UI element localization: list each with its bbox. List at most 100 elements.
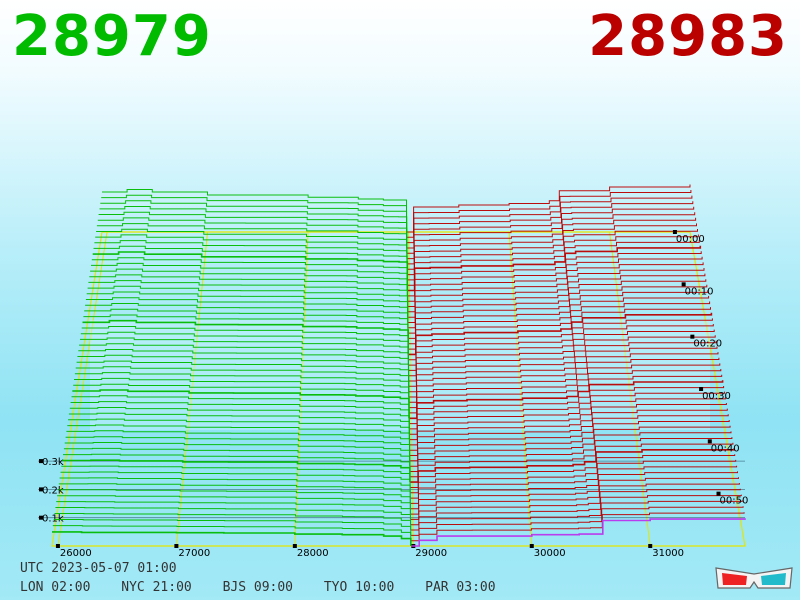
bid-depth-line	[97, 217, 408, 259]
bid-depth-line	[92, 251, 409, 291]
bid-depth-line	[57, 495, 411, 515]
ask-depth-line	[408, 273, 706, 318]
bid-depth-line	[68, 418, 410, 445]
ask-depth-line	[409, 391, 725, 430]
bid-depth-line	[53, 519, 412, 536]
ask-depth-line	[408, 290, 709, 334]
ask-depth-line	[407, 251, 702, 297]
ask-depth-line	[409, 346, 718, 387]
price-tick-marker	[648, 544, 653, 548]
clock-tyo: TYO 10:00	[323, 580, 395, 595]
bid-depth-line	[58, 483, 411, 504]
bid-depth-line	[52, 531, 412, 546]
ask-depth-line	[408, 284, 708, 329]
ask-depth-line	[411, 500, 743, 531]
time-tick-marker	[690, 334, 695, 339]
floor-frame	[51, 231, 746, 547]
bid-depth-line	[54, 513, 412, 530]
ask-depth-line	[409, 369, 722, 409]
bid-depth-line	[100, 200, 408, 243]
ask-depth-line	[410, 437, 733, 472]
ask-depth-line	[407, 256, 703, 302]
volume-tick-label: 0.3k	[42, 457, 64, 468]
bid-depth-line	[102, 189, 407, 232]
bid-depth-line	[74, 372, 410, 403]
utc-clock: UTC 2023-05-07 01:00	[20, 561, 177, 576]
time-tick-label: 00:20	[693, 339, 722, 350]
ask-depth-line	[406, 184, 691, 233]
ask-depth-line	[406, 190, 692, 238]
ask-depth-line	[408, 318, 713, 361]
bid-depth-line	[74, 377, 410, 408]
bid-depth-line	[95, 234, 408, 275]
3d-glasses-icon[interactable]	[714, 562, 794, 594]
ask-depth-line	[407, 229, 698, 276]
bid-depth-line	[80, 331, 409, 366]
ask-depth-line	[409, 403, 727, 441]
ask-depth-line	[409, 386, 725, 425]
ask-depth-line	[407, 240, 700, 286]
price-tick-marker	[292, 544, 297, 548]
ask-depth-line	[408, 329, 715, 371]
clock-bjs: BJS 09:00	[222, 580, 294, 595]
bid-depth-line	[61, 465, 411, 488]
bid-depth-line	[101, 194, 407, 238]
ask-depth-line	[408, 301, 711, 345]
bid-depth-line	[63, 447, 411, 472]
bid-depth-line	[56, 501, 411, 520]
price-tick-label: 31000	[652, 548, 684, 559]
ask-depth-line	[408, 307, 711, 350]
price-tick-label: 26000	[60, 548, 92, 559]
bid-depth-line	[94, 240, 408, 280]
time-tick-label: 00:10	[685, 286, 714, 297]
volume-tick-marker	[39, 487, 43, 492]
bid-depth-line	[88, 280, 409, 318]
ask-depth-line	[409, 340, 717, 382]
bid-depth-line	[62, 459, 411, 483]
ask-depth-line	[411, 506, 744, 536]
bid-depth-line	[60, 471, 411, 493]
clock-par: PAR 03:00	[425, 580, 496, 595]
price-tick-marker	[55, 544, 60, 548]
bid-depth-line	[91, 257, 408, 296]
bid-price: 28979	[12, 4, 212, 69]
bid-depth-line	[99, 206, 408, 248]
ask-depth-line	[410, 425, 731, 462]
bid-depth-line	[68, 412, 410, 440]
ask-depth-line	[407, 262, 704, 307]
ask-depth-line	[409, 363, 721, 403]
ask-depth-line	[409, 352, 719, 393]
ask-depth-line	[407, 217, 697, 265]
bid-depth-line	[90, 268, 408, 307]
price-gridline	[175, 231, 209, 547]
price-tick-marker	[174, 544, 179, 548]
time-tick-label: 00:50	[720, 496, 749, 507]
ask-depth-line	[407, 206, 695, 254]
volume-tick-label: 0.1k	[42, 514, 64, 525]
ask-depth-line	[409, 397, 726, 435]
ask-price: 28983	[588, 4, 788, 69]
ask-depth-line	[407, 212, 696, 260]
ask-depth-line	[410, 477, 739, 510]
bid-depth-line	[73, 383, 410, 413]
ask-depth-line	[407, 201, 694, 249]
ask-depth-line	[409, 357, 720, 398]
clock-lon: LON 02:00	[20, 580, 91, 595]
ask-depth-line	[409, 408, 728, 446]
bid-depth-line	[64, 442, 411, 467]
bid-depth-line	[79, 343, 409, 376]
bid-depth-line	[85, 297, 409, 334]
ask-depth-line	[407, 234, 699, 281]
volume-tick-label: 0.2k	[42, 485, 64, 496]
ask-depth-line	[410, 465, 738, 499]
price-tick-label: 29000	[415, 548, 447, 559]
time-tick-marker	[681, 282, 686, 287]
price-tick-label: 27000	[178, 548, 210, 559]
ask-depth-line	[410, 420, 730, 456]
price-gridline	[408, 231, 414, 547]
bid-depth-line	[87, 285, 409, 323]
ask-depth-line	[409, 414, 729, 451]
ask-depth-line	[408, 324, 714, 366]
